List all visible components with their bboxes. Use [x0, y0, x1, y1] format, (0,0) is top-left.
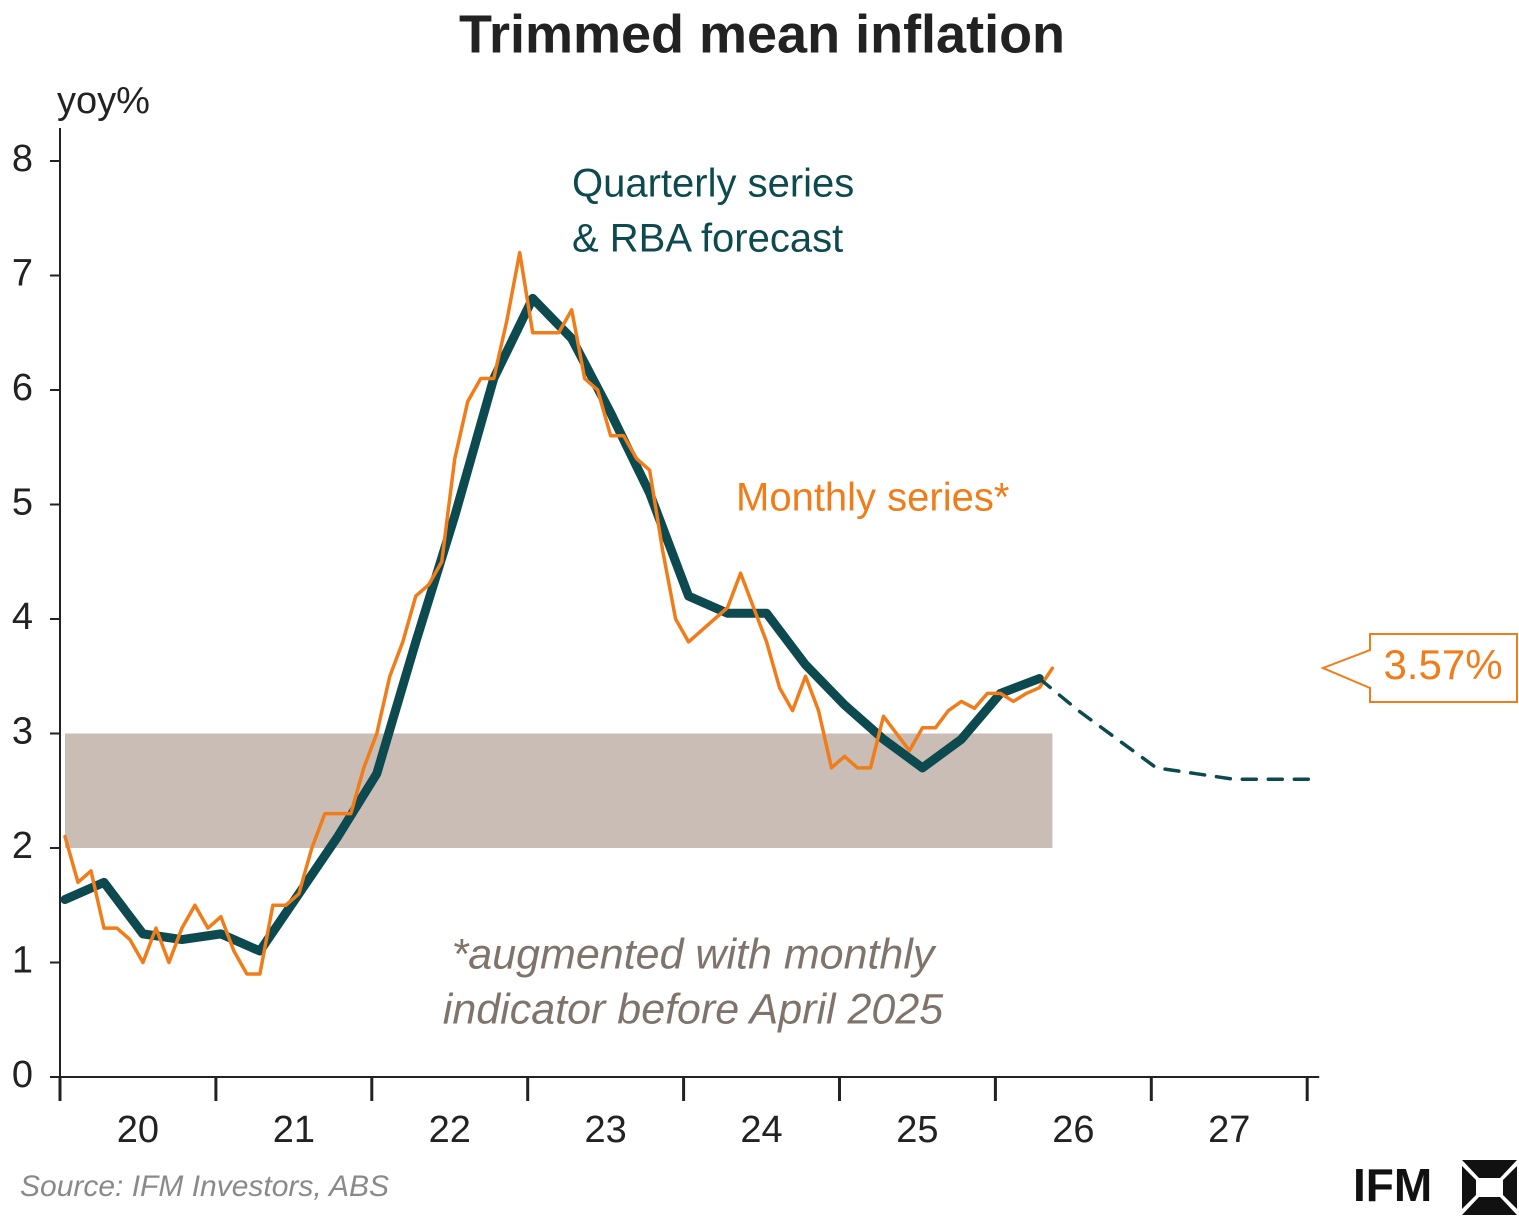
target-band [65, 733, 1053, 848]
annotation: & RBA forecast [572, 217, 843, 261]
annotation: Quarterly series [572, 162, 854, 206]
series-line [63, 250, 1055, 976]
x-tick-label: 24 [740, 1109, 782, 1151]
chart-title: Trimmed mean inflation [459, 4, 1065, 64]
y-tick-label: 8 [12, 138, 33, 180]
y-tick-label: 5 [12, 482, 33, 524]
callout-box [1320, 633, 1518, 703]
x-tick-label: 26 [1052, 1109, 1094, 1151]
logo-icon [1462, 1160, 1517, 1215]
value-label: 3.57% [1383, 641, 1502, 688]
footnote: indicator before April 2025 [443, 985, 944, 1033]
y-tick-label: 0 [12, 1054, 33, 1096]
source: Source: IFM Investors, ABS [20, 1170, 389, 1203]
y-tick-label: 4 [12, 596, 33, 638]
y-tick-label: 6 [12, 367, 33, 409]
x-tick-label: 21 [273, 1109, 315, 1151]
brand: IFM [1353, 1159, 1432, 1211]
annotation: Monthly series* [736, 476, 1009, 520]
y-tick-label: 1 [12, 940, 33, 982]
x-tick-label: 25 [896, 1109, 938, 1151]
series-line [60, 293, 1044, 956]
x-tick-label: 23 [585, 1109, 627, 1151]
y-axis-label: yoy% [57, 80, 150, 122]
x-tick-label: 20 [117, 1109, 159, 1151]
footnote: *augmented with monthly [452, 930, 937, 978]
y-tick-label: 7 [12, 253, 33, 295]
y-tick-label: 3 [12, 711, 33, 753]
x-tick-label: 22 [429, 1109, 471, 1151]
y-tick-label: 2 [12, 825, 33, 867]
series-line [1037, 676, 1314, 782]
x-tick-label: 27 [1208, 1109, 1250, 1151]
